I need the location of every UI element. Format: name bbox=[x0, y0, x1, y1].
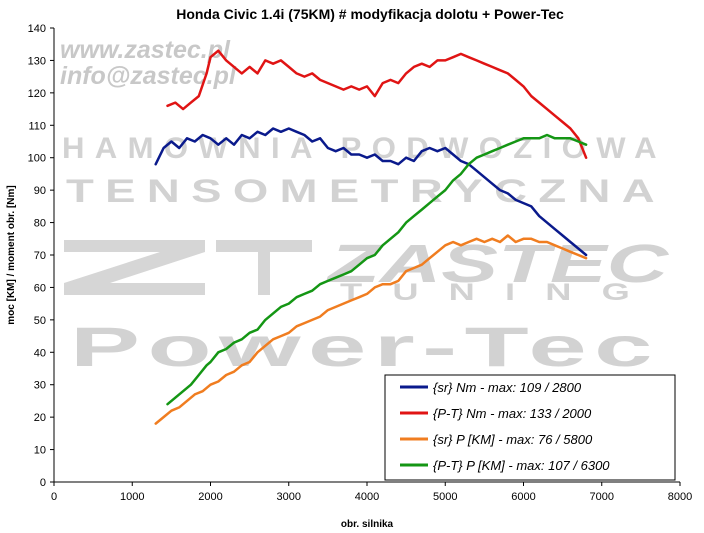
x-tick-label: 7000 bbox=[590, 491, 614, 503]
y-tick-label: 60 bbox=[34, 282, 46, 294]
y-tick-label: 100 bbox=[28, 153, 46, 165]
series-pt-p-legend-label: {P-T} P [KM] - max: 107 / 6300 bbox=[433, 458, 610, 473]
y-tick-label: 90 bbox=[34, 185, 46, 197]
x-tick-label: 8000 bbox=[668, 491, 692, 503]
series-pt-nm-line bbox=[166, 49, 588, 159]
y-tick-label: 20 bbox=[34, 412, 46, 424]
series-layer bbox=[154, 49, 588, 425]
y-axis-label: moc [KM] / moment obr. [Nm] bbox=[6, 185, 17, 324]
x-tick-label: 2000 bbox=[198, 491, 222, 503]
watermark-zt-logo bbox=[64, 240, 312, 295]
x-axis-label: obr. silnika bbox=[341, 519, 394, 530]
x-tick-label: 4000 bbox=[355, 491, 379, 503]
series-sr-nm-line bbox=[154, 127, 588, 257]
legend: {sr} Nm - max: 109 / 2800 {P-T} Nm - max:… bbox=[384, 374, 676, 481]
series-sr-p-line bbox=[154, 234, 588, 425]
series-pt-nm-legend-label: {P-T} Nm - max: 133 / 2000 bbox=[433, 406, 592, 421]
x-tick-label: 0 bbox=[51, 491, 57, 503]
y-tick-label: 130 bbox=[28, 55, 46, 67]
y-tick-label: 40 bbox=[34, 347, 46, 359]
watermark-power-tec: Power-Tec bbox=[70, 315, 660, 378]
y-tick-label: 80 bbox=[34, 218, 46, 230]
y-ticks: 0 10 20 30 40 50 60 70 80 90 100 110 120 130 140 bbox=[28, 23, 54, 489]
series-sr-p-legend-label: {sr} P [KM] - max: 76 / 5800 bbox=[433, 432, 593, 447]
y-tick-label: 10 bbox=[34, 445, 46, 457]
x-tick-label: 5000 bbox=[433, 491, 457, 503]
y-tick-label: 0 bbox=[40, 477, 46, 489]
x-ticks: 0 1000 2000 3000 4000 5000 6000 7000 8000 bbox=[51, 482, 692, 503]
x-tick-label: 1000 bbox=[120, 491, 144, 503]
legend-items: {sr} Nm - max: 109 / 2800 {P-T} Nm - max:… bbox=[400, 380, 610, 473]
x-tick-label: 3000 bbox=[277, 491, 301, 503]
y-tick-label: 110 bbox=[28, 120, 46, 132]
watermark-www: www.zastec.pl bbox=[60, 36, 231, 64]
series-pt-p-line bbox=[166, 133, 588, 406]
x-tick-label: 6000 bbox=[511, 491, 535, 503]
legend-box bbox=[384, 374, 676, 481]
y-tick-label: 140 bbox=[28, 23, 46, 35]
series-sr-nm-legend-label: {sr} Nm - max: 109 / 2800 bbox=[433, 380, 582, 395]
y-tick-label: 120 bbox=[28, 88, 46, 100]
watermark-email: info@zastec.pl bbox=[60, 62, 237, 90]
y-tick-label: 70 bbox=[34, 250, 46, 262]
chart-title: Honda Civic 1.4i (75KM) # modyfikacja do… bbox=[176, 6, 564, 22]
y-tick-label: 30 bbox=[34, 380, 46, 392]
y-tick-label: 50 bbox=[34, 315, 46, 327]
watermark-tensometryczna: TENSOMETRYCZNA bbox=[66, 173, 666, 209]
